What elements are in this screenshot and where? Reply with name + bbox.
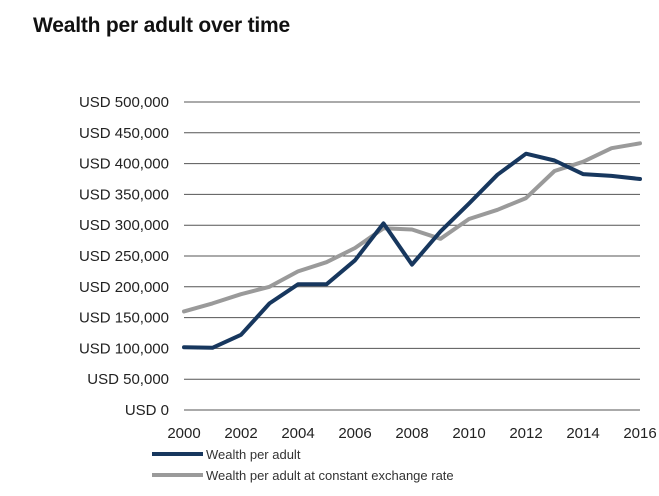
- y-tick-label: USD 500,000: [79, 94, 169, 111]
- x-tick-label: 2002: [224, 425, 257, 442]
- y-tick-label: USD 150,000: [79, 310, 169, 327]
- y-axis-ticks: USD 0 USD 50,000 USD 100,000 USD 150,000 USD…: [79, 94, 169, 419]
- x-tick-label: 2010: [452, 425, 485, 442]
- legend-label: Wealth per adult: [206, 447, 301, 462]
- y-tick-label: USD 400,000: [79, 156, 169, 173]
- chart-title: Wealth per adult over time: [33, 14, 290, 37]
- legend: Wealth per adult Wealth per adult at cons…: [152, 447, 454, 483]
- legend-label: Wealth per adult at constant exchange ra…: [206, 468, 454, 483]
- x-axis-ticks: 2000 2002 2004 2006 2008 2010 2012 2014 2016: [167, 425, 656, 442]
- x-tick-label: 2008: [395, 425, 428, 442]
- y-tick-label: USD 0: [125, 402, 169, 419]
- y-tick-label: USD 350,000: [79, 186, 169, 203]
- series-line-1: [182, 151, 642, 350]
- x-tick-label: 2000: [167, 425, 200, 442]
- grid-layer: [184, 101, 640, 411]
- y-tick-label: USD 100,000: [79, 340, 169, 357]
- x-tick-label: 2016: [623, 425, 656, 442]
- x-tick-label: 2006: [338, 425, 371, 442]
- series-line-2: [182, 141, 642, 314]
- y-tick-label: USD 300,000: [79, 217, 169, 234]
- x-tick-label: 2004: [281, 425, 314, 442]
- x-tick-label: 2014: [566, 425, 599, 442]
- series-layer: [182, 141, 642, 350]
- y-tick-label: USD 50,000: [87, 371, 169, 388]
- x-tick-label: 2012: [509, 425, 542, 442]
- y-tick-label: USD 250,000: [79, 248, 169, 265]
- y-tick-label: USD 450,000: [79, 125, 169, 142]
- y-tick-label: USD 200,000: [79, 279, 169, 296]
